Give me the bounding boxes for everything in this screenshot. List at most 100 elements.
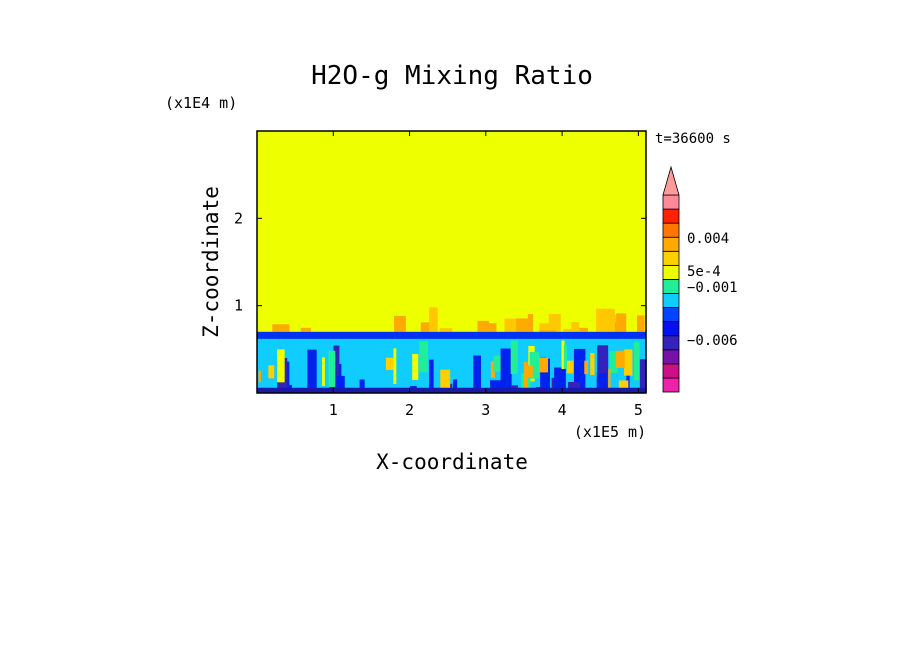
colorbar-level bbox=[662, 307, 680, 323]
moist-plume bbox=[618, 380, 629, 392]
y-tick-label: 2 bbox=[234, 209, 243, 227]
colorbar-level bbox=[662, 250, 680, 266]
plume-top bbox=[571, 322, 580, 332]
x-tick-label: 3 bbox=[481, 401, 490, 419]
moist-plume bbox=[524, 365, 533, 378]
moist-plume bbox=[393, 348, 397, 385]
dry-column bbox=[429, 359, 434, 393]
moist-plume bbox=[328, 350, 336, 387]
plume-top bbox=[578, 327, 588, 332]
moist-plume bbox=[385, 357, 394, 371]
plume-top bbox=[563, 328, 580, 332]
x-tick-label: 1 bbox=[329, 401, 338, 419]
dry-column bbox=[639, 359, 647, 393]
moist-plume bbox=[561, 340, 565, 370]
plot-frame bbox=[256, 130, 647, 394]
inversion-layer bbox=[257, 331, 646, 339]
moist-plume bbox=[277, 349, 285, 383]
dry-column bbox=[540, 356, 547, 393]
x-tick-label: 5 bbox=[634, 401, 643, 419]
plume-top bbox=[487, 323, 497, 332]
colorbar-labels: 0.004 5e-4−0.001 −0.006 bbox=[687, 231, 738, 349]
colorbar-level bbox=[662, 279, 680, 294]
dry-column bbox=[286, 361, 290, 393]
moist-plume bbox=[419, 341, 428, 373]
plume-top bbox=[477, 320, 490, 332]
x-unit-label: (x1E5 m) bbox=[574, 423, 646, 441]
moist-plume bbox=[633, 342, 640, 381]
colorbar-level bbox=[662, 222, 680, 238]
moist-plume bbox=[624, 349, 633, 376]
mixing-ratio-field bbox=[257, 307, 647, 393]
moist-plume bbox=[490, 361, 495, 378]
dry-column bbox=[505, 366, 510, 393]
dry-column bbox=[597, 345, 609, 393]
y-axis-label: Z-coordinate bbox=[199, 186, 223, 338]
moist-plume bbox=[412, 353, 419, 381]
plume-top bbox=[515, 318, 533, 332]
plume-top bbox=[616, 313, 627, 332]
colorbar bbox=[662, 165, 680, 393]
plume-top bbox=[636, 315, 645, 332]
moist-plume bbox=[529, 351, 540, 379]
moist-plume bbox=[440, 369, 451, 392]
colorbar-extend-arrow bbox=[662, 165, 680, 196]
dry-column bbox=[546, 375, 550, 393]
plume-top bbox=[272, 324, 290, 332]
dry-column bbox=[307, 349, 317, 393]
colorbar-label: −0.001 bbox=[687, 280, 738, 296]
colorbar-level bbox=[662, 363, 680, 379]
moist-plume bbox=[608, 368, 611, 390]
plume-top bbox=[539, 330, 556, 332]
x-tick-label: 4 bbox=[558, 401, 567, 419]
plume-top bbox=[429, 307, 438, 332]
moist-plume bbox=[609, 350, 618, 373]
moist-plume bbox=[584, 360, 589, 375]
colorbar-level bbox=[662, 349, 680, 365]
dry-column bbox=[473, 355, 481, 393]
moist-plume bbox=[563, 344, 567, 369]
moist-plume bbox=[538, 357, 549, 373]
dry-column bbox=[554, 367, 566, 393]
dry-column bbox=[490, 380, 502, 393]
moist-plume bbox=[615, 350, 625, 368]
plot-area bbox=[256, 130, 647, 394]
colorbar-level bbox=[662, 321, 680, 337]
moist-plume bbox=[590, 353, 595, 376]
moist-plume bbox=[258, 370, 261, 383]
plume-top bbox=[596, 308, 613, 332]
dry-column bbox=[598, 373, 607, 393]
colorbar-level bbox=[662, 377, 680, 393]
dry-column bbox=[568, 381, 581, 393]
x-tick-label: 2 bbox=[405, 401, 414, 419]
colorbar-label: 5e-4 bbox=[687, 264, 721, 280]
x-axis: 1 2 3 4 5 bbox=[329, 131, 643, 419]
y-axis: 12 bbox=[234, 209, 646, 315]
plume-top bbox=[439, 328, 453, 332]
colorbar-level bbox=[662, 236, 680, 252]
plume-top bbox=[539, 323, 552, 332]
time-label: t=36600 s bbox=[655, 131, 731, 147]
plume-top bbox=[420, 322, 430, 332]
moist-plume bbox=[566, 360, 574, 374]
moist-plume bbox=[510, 340, 518, 374]
dry-column bbox=[573, 348, 586, 393]
dry-column bbox=[452, 379, 458, 393]
colorbar-level bbox=[662, 208, 680, 224]
x-axis-label: X-coordinate bbox=[376, 450, 528, 474]
chart-title: H2O-g Mixing Ratio bbox=[311, 61, 593, 91]
y-unit-label: (x1E4 m) bbox=[165, 94, 237, 112]
dry-column bbox=[333, 345, 340, 393]
colorbar-level bbox=[662, 335, 680, 351]
plume-top bbox=[504, 318, 517, 332]
plume-top bbox=[394, 315, 406, 332]
moist-plume bbox=[268, 365, 275, 379]
colorbar-level bbox=[662, 293, 680, 308]
colorbar-label: −0.006 bbox=[687, 333, 738, 349]
y-tick-label: 1 bbox=[234, 297, 243, 315]
colorbar-label: 0.004 bbox=[687, 231, 729, 247]
surface-layer bbox=[257, 387, 646, 393]
plume-top bbox=[548, 313, 561, 332]
colorbar-level bbox=[662, 264, 680, 280]
